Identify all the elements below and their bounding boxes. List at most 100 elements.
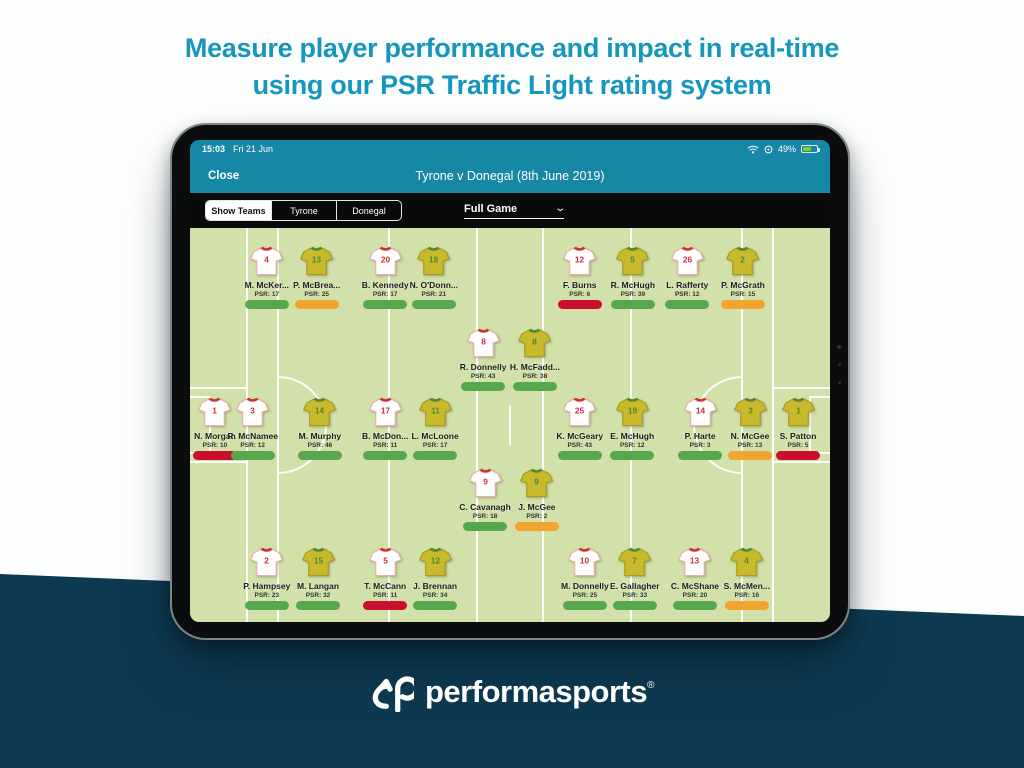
player[interactable]: 13 P. McBrea... PSR: 25 (288, 246, 346, 309)
jersey-icon: 9 (468, 469, 502, 498)
player[interactable]: 3 N. McGee PSR: 13 (721, 397, 779, 461)
player[interactable]: 5 T. McCann PSR: 11 (356, 547, 414, 611)
player[interactable]: 15 M. Langan PSR: 32 (289, 547, 347, 611)
jersey-icon: 12 (418, 547, 452, 577)
player-psr-value: PSR: 12 (619, 442, 645, 450)
player[interactable]: 8 R. Donnelly PSR: 43 (454, 328, 512, 392)
psr-rating-bar (562, 601, 607, 611)
player[interactable]: 4 M. McKer... PSR: 17 (238, 246, 296, 309)
player-name: B. Kennedy (361, 279, 409, 290)
player-psr-value: PSR: 17 (422, 442, 448, 450)
player[interactable]: 9 J. McGee PSR: 2 (508, 468, 566, 532)
player[interactable]: 25 K. McGeary PSR: 43 (551, 397, 609, 461)
player-name: M. Langan (296, 581, 340, 592)
player[interactable]: 10 M. Donnelly PSR: 25 (556, 547, 614, 611)
match-title: Tyrone v Donegal (8th June 2019) (415, 168, 605, 183)
jersey-icon: 13 (678, 547, 712, 577)
player-name: N. O'Donn... (409, 279, 458, 290)
svg-text:14: 14 (695, 407, 705, 416)
player[interactable]: 12 F. Burns PSR: 6 (551, 246, 609, 309)
player[interactable]: 18 N. O'Donn... PSR: 21 (405, 246, 463, 309)
player[interactable]: 14 M. Murphy PSR: 46 (291, 397, 349, 461)
player[interactable]: 9 C. Cavanagh PSR: 18 (456, 468, 514, 532)
svg-text:19: 19 (628, 407, 638, 416)
player[interactable]: 2 P. Hampsey PSR: 23 (238, 547, 296, 611)
player-psr-value: PSR: 25 (304, 290, 329, 298)
battery-percent: 49% (777, 144, 796, 154)
psr-rating-bar (230, 451, 275, 461)
player-psr-value: PSR: 25 (572, 592, 598, 600)
player[interactable]: 3 R. McNamee PSR: 12 (224, 397, 282, 461)
player-name: S. Patton (779, 431, 817, 442)
headline-line1: Measure player performance and impact in… (184, 33, 840, 63)
psr-rating-bar (363, 451, 408, 461)
player[interactable]: 7 E. Gallagher PSR: 33 (606, 547, 664, 611)
psr-rating-bar (244, 299, 289, 309)
segment-show-teams[interactable]: Show Teams (206, 201, 271, 220)
player[interactable]: 5 R. McHugh PSR: 39 (604, 246, 662, 309)
player[interactable]: 20 B. Kennedy PSR: 17 (356, 246, 414, 309)
psr-rating-bar (665, 299, 710, 309)
close-button[interactable]: Close (208, 169, 240, 182)
player-psr-value: PSR: 17 (372, 290, 398, 298)
svg-text:17: 17 (381, 407, 391, 416)
filter-toolbar: Show Teams Tyrone Donegal Full Game ⌄ (190, 193, 830, 228)
psr-rating-bar (192, 451, 237, 461)
svg-text:9: 9 (483, 478, 488, 487)
player-psr-value: PSR: 6 (569, 290, 591, 298)
player[interactable]: 12 J. Brennan PSR: 34 (406, 547, 464, 611)
player-name: L. Rafferty (666, 279, 709, 290)
jersey-icon: 3 (733, 398, 767, 427)
psr-rating-bar (557, 451, 602, 461)
jersey-icon: 5 (616, 246, 650, 275)
chevron-down-icon: ⌄ (553, 203, 566, 214)
jersey-icon: 7 (618, 547, 652, 577)
player[interactable]: 19 E. McHugh PSR: 12 (603, 397, 661, 461)
battery-icon (801, 145, 820, 153)
player-name: M. McKer... (244, 279, 289, 290)
jersey-icon: 13 (300, 246, 334, 275)
svg-text:1: 1 (796, 407, 801, 416)
psr-rating-bar (557, 299, 602, 309)
orientation-lock-icon (764, 145, 773, 153)
player-name: T. McCann (364, 581, 407, 592)
player-psr-value: PSR: 43 (470, 373, 496, 381)
segment-tyrone[interactable]: Tyrone (271, 201, 336, 220)
psr-rating-bar (461, 382, 506, 392)
player[interactable]: 26 L. Rafferty PSR: 12 (658, 246, 716, 309)
player[interactable]: 1 N. Morgan PSR: 10 (190, 397, 244, 461)
player[interactable]: 4 S. McMen... PSR: 16 (718, 547, 776, 611)
team-segmented-control: Show Teams Tyrone Donegal (205, 200, 402, 221)
player-name: P. Harte (684, 431, 716, 442)
player-name: R. McHugh (610, 279, 656, 290)
player[interactable]: 13 C. McShane PSR: 20 (666, 547, 724, 611)
segment-donegal[interactable]: Donegal (336, 201, 401, 220)
svg-text:9: 9 (535, 478, 540, 487)
tablet-screen: 15:03 Fri 21 Jun 49% Close Tyrone v Done (190, 140, 830, 622)
jersey-icon: 9 (520, 469, 554, 498)
player[interactable]: 14 P. Harte PSR: 3 (671, 397, 729, 461)
svg-text:3: 3 (250, 407, 255, 416)
psr-rating-bar (363, 299, 408, 309)
period-dropdown[interactable]: Full Game ⌄ (464, 203, 566, 219)
player[interactable]: 11 L. McLoone PSR: 17 (406, 397, 464, 461)
psr-rating-bar (612, 601, 657, 611)
player-name: B. McDon... (362, 431, 409, 442)
jersey-icon: 10 (568, 547, 602, 577)
svg-text:5: 5 (631, 255, 636, 264)
player[interactable]: 2 P. McGrath PSR: 15 (714, 246, 772, 309)
jersey-icon: 8 (466, 329, 500, 358)
player[interactable]: 8 H. McFadd... PSR: 38 (506, 328, 564, 392)
psr-rating-bar (244, 601, 289, 611)
jersey-icon: 17 (368, 398, 402, 427)
jersey-icon: 19 (615, 398, 649, 427)
player[interactable]: 17 B. McDon... PSR: 11 (356, 397, 414, 461)
brand-logo: performasports® (0, 672, 1024, 712)
player-name: E. Gallagher (609, 581, 660, 592)
player-psr-value: PSR: 46 (307, 442, 333, 450)
player[interactable]: 1 S. Patton PSR: 5 (769, 397, 827, 461)
psr-rating-bar (678, 451, 723, 461)
player-name: C. McShane (670, 581, 720, 592)
player-psr-value: PSR: 2 (526, 513, 548, 521)
svg-text:11: 11 (431, 407, 440, 416)
